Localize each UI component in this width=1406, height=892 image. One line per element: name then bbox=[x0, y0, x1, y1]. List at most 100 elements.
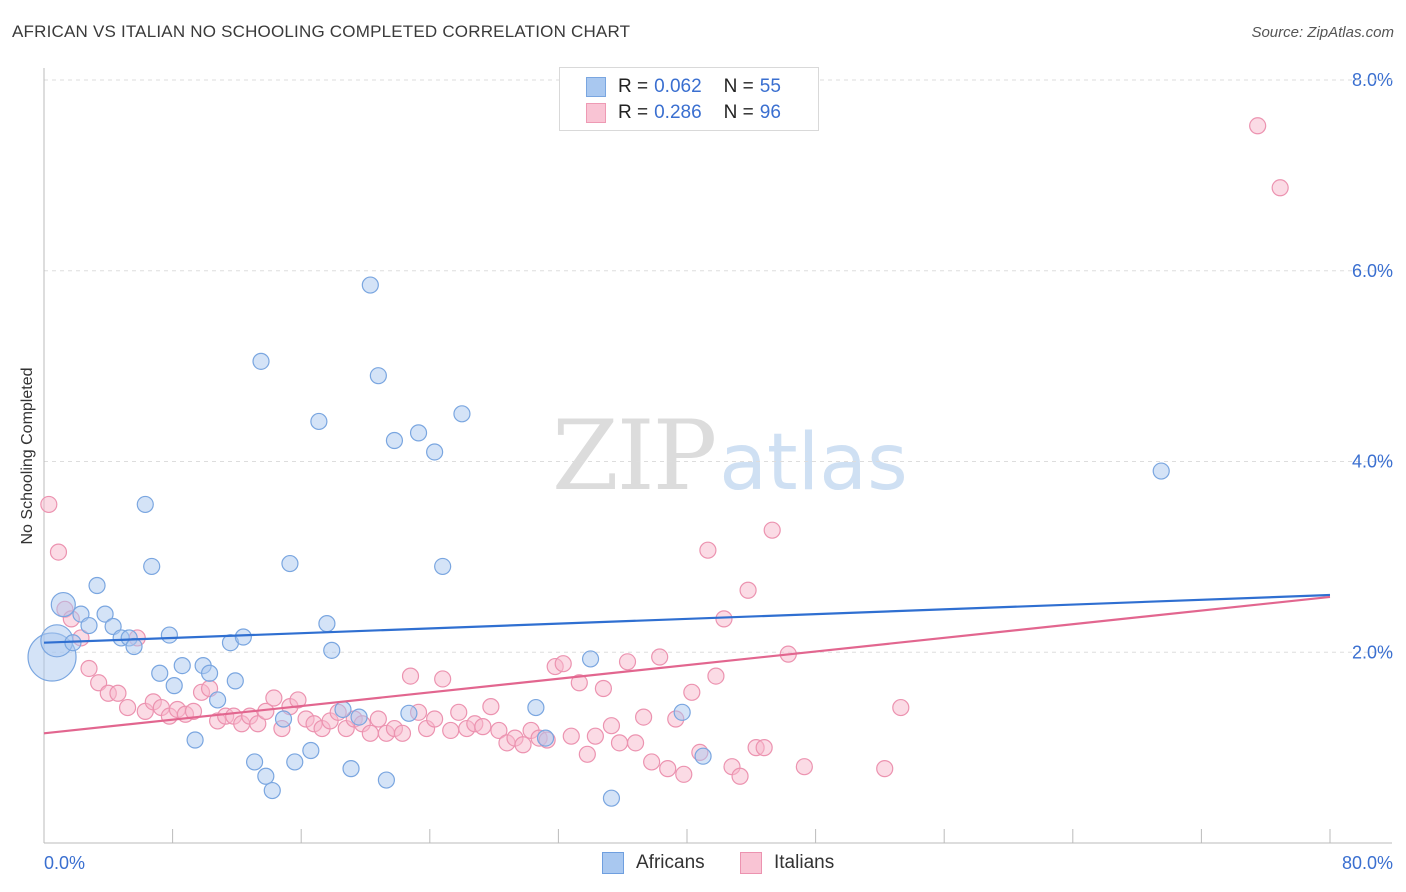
data-point-italians bbox=[1249, 117, 1267, 135]
data-point-italians bbox=[763, 521, 781, 539]
data-point-italians bbox=[289, 691, 307, 709]
data-point-italians bbox=[554, 655, 572, 673]
data-point-africans bbox=[453, 405, 471, 423]
data-point-africans bbox=[302, 741, 320, 760]
data-point-italians bbox=[683, 683, 701, 701]
legend-swatch-italians bbox=[740, 852, 762, 874]
data-point-italians bbox=[651, 648, 669, 666]
trend-line-italians bbox=[43, 595, 1331, 735]
data-point-italians bbox=[80, 659, 98, 678]
data-point-italians bbox=[602, 717, 621, 735]
data-point-italians bbox=[442, 721, 460, 740]
data-point-italians bbox=[594, 679, 613, 698]
data-point-italians bbox=[675, 765, 693, 783]
data-point-italians bbox=[361, 724, 379, 742]
data-point-africans bbox=[257, 767, 275, 785]
data-point-africans bbox=[426, 443, 444, 461]
source-label: Source: ZipAtlas.com bbox=[1251, 24, 1394, 41]
data-point-africans bbox=[602, 789, 621, 807]
data-point-italians bbox=[618, 653, 637, 671]
data-point-africans bbox=[88, 576, 106, 595]
data-point-africans bbox=[694, 747, 712, 765]
data-point-italians bbox=[731, 767, 749, 785]
correlation-legend: R = 0.062 N = 55 R = 0.286 N = 96 bbox=[559, 67, 819, 131]
data-point-africans bbox=[160, 626, 178, 644]
data-point-italians bbox=[90, 674, 108, 692]
data-point-italians bbox=[482, 698, 500, 716]
legend-item-italians[interactable]: Italians bbox=[740, 852, 834, 874]
data-point-africans bbox=[209, 691, 227, 709]
legend-row-africans: R = 0.062 N = 55 bbox=[586, 74, 781, 100]
legend-item-africans[interactable]: Africans bbox=[602, 852, 705, 874]
data-point-africans bbox=[1152, 462, 1170, 480]
data-point-italians bbox=[490, 721, 508, 740]
data-point-italians bbox=[586, 727, 604, 745]
data-point-africans bbox=[173, 657, 191, 675]
y-tick-label: 4.0% bbox=[1352, 452, 1393, 472]
data-point-italians bbox=[562, 727, 580, 745]
data-point-africans bbox=[369, 367, 387, 385]
data-point-italians bbox=[514, 736, 532, 754]
data-point-italians bbox=[795, 758, 813, 776]
chart-title: AFRICAN VS ITALIAN NO SCHOOLING COMPLETE… bbox=[12, 22, 631, 41]
data-point-africans bbox=[536, 729, 555, 747]
data-point-africans bbox=[377, 771, 395, 789]
data-point-africans bbox=[234, 628, 252, 646]
data-point-africans bbox=[310, 412, 328, 431]
data-point-italians bbox=[450, 703, 468, 721]
watermark: ZIPatlas bbox=[552, 400, 908, 512]
legend-swatch-africans bbox=[602, 852, 624, 874]
data-point-africans bbox=[673, 703, 691, 721]
data-point-africans bbox=[527, 698, 545, 717]
data-point-italians bbox=[426, 710, 444, 728]
data-point-africans bbox=[385, 431, 404, 450]
data-point-italians bbox=[755, 739, 773, 757]
watermark-zip: ZIP bbox=[552, 400, 717, 512]
data-point-italians bbox=[643, 753, 661, 771]
data-point-italians bbox=[610, 734, 629, 752]
data-point-africans bbox=[252, 352, 270, 370]
legend-swatch-africans bbox=[586, 77, 606, 97]
data-point-italians bbox=[659, 760, 677, 778]
data-point-italians bbox=[707, 667, 725, 685]
legend-n-value: 55 bbox=[759, 76, 781, 97]
data-point-africans bbox=[286, 753, 304, 771]
data-point-africans bbox=[136, 495, 154, 514]
data-point-africans bbox=[361, 276, 379, 294]
data-point-italians bbox=[40, 495, 58, 514]
data-point-africans bbox=[125, 637, 143, 656]
data-point-africans bbox=[318, 615, 336, 633]
data-point-italians bbox=[184, 702, 203, 720]
data-point-africans bbox=[334, 700, 352, 719]
data-point-italians bbox=[626, 734, 645, 752]
data-point-italians bbox=[739, 581, 757, 599]
data-point-italians bbox=[401, 667, 420, 685]
data-point-italians bbox=[109, 684, 127, 702]
series-legend: Africans Italians bbox=[0, 852, 1406, 878]
data-point-africans bbox=[434, 557, 452, 576]
data-point-africans bbox=[50, 591, 76, 618]
legend-r-label: R = bbox=[618, 102, 649, 123]
data-point-italians bbox=[699, 541, 717, 559]
trend-line-africans bbox=[43, 593, 1331, 644]
legend-r-value: 0.286 bbox=[654, 102, 702, 123]
data-point-africans bbox=[350, 708, 368, 726]
data-point-italians bbox=[715, 610, 733, 628]
y-tick-label: 2.0% bbox=[1352, 642, 1393, 662]
data-point-africans bbox=[143, 557, 161, 576]
legend-row-italians: R = 0.286 N = 96 bbox=[586, 100, 781, 126]
data-point-italians bbox=[369, 710, 387, 728]
data-point-italians bbox=[393, 724, 412, 742]
data-point-italians bbox=[118, 698, 137, 717]
data-point-italians bbox=[892, 698, 910, 717]
x-tick-label: 0.0% bbox=[44, 853, 85, 873]
legend-n-label: N = bbox=[723, 102, 754, 123]
data-point-italians bbox=[634, 708, 653, 726]
legend-swatch-italians bbox=[586, 103, 606, 123]
data-point-africans bbox=[151, 664, 169, 682]
legend-n-label: N = bbox=[723, 76, 754, 97]
data-point-africans bbox=[400, 704, 418, 722]
data-point-africans bbox=[281, 554, 299, 573]
data-point-italians bbox=[474, 718, 492, 736]
